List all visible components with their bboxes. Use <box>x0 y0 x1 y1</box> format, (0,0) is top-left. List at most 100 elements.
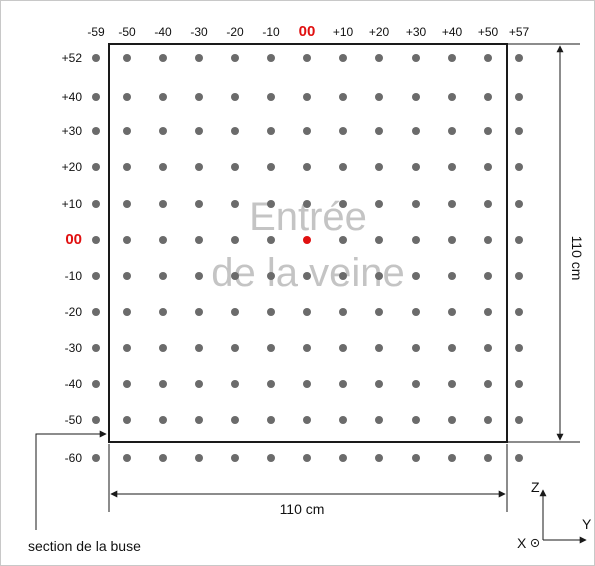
grid-point <box>515 93 523 101</box>
grid-point <box>159 236 167 244</box>
grid-point <box>515 54 523 62</box>
grid-point <box>412 272 420 280</box>
grid-point <box>303 127 311 135</box>
grid-point <box>412 200 420 208</box>
grid-point <box>339 54 347 62</box>
grid-point <box>448 93 456 101</box>
grid-point <box>484 344 492 352</box>
x-axis-label: X <box>517 535 527 551</box>
grid-point <box>92 54 100 62</box>
grid-point <box>159 272 167 280</box>
grid-point <box>195 54 203 62</box>
grid-point <box>448 127 456 135</box>
grid-point <box>412 93 420 101</box>
grid-point <box>375 93 383 101</box>
grid-point <box>303 200 311 208</box>
grid-point <box>375 380 383 388</box>
grid-point <box>231 272 239 280</box>
grid-point <box>339 344 347 352</box>
grid-point <box>484 127 492 135</box>
grid-point <box>92 344 100 352</box>
grid-point <box>123 163 131 171</box>
grid-point <box>484 236 492 244</box>
grid-point <box>195 236 203 244</box>
grid-point <box>195 127 203 135</box>
grid-point <box>267 416 275 424</box>
grid-point <box>92 200 100 208</box>
grid-point <box>159 163 167 171</box>
grid-point <box>92 454 100 462</box>
grid-point <box>123 272 131 280</box>
grid-point <box>267 54 275 62</box>
grid-point <box>515 127 523 135</box>
grid-point <box>195 308 203 316</box>
grid-point <box>303 380 311 388</box>
grid-point <box>484 308 492 316</box>
column-label: -50 <box>118 25 136 39</box>
grid-point <box>375 200 383 208</box>
grid-point <box>123 416 131 424</box>
column-label: +57 <box>509 25 530 39</box>
grid-point <box>92 308 100 316</box>
grid-point <box>375 344 383 352</box>
column-label: 00 <box>299 23 316 40</box>
grid-point <box>231 454 239 462</box>
grid-point <box>339 200 347 208</box>
grid-point <box>123 127 131 135</box>
grid-point <box>159 416 167 424</box>
grid-point <box>267 163 275 171</box>
nozzle-leader-line <box>35 430 107 530</box>
grid-point <box>339 272 347 280</box>
grid-point <box>303 308 311 316</box>
row-labels: +52 +40 +30 +20 +10 00 -10 -20 -30 -40 -50 -60 <box>62 51 83 465</box>
grid-point <box>484 416 492 424</box>
grid-point <box>448 236 456 244</box>
grid-point <box>195 163 203 171</box>
grid-point <box>267 308 275 316</box>
grid-point <box>267 93 275 101</box>
grid-point <box>303 344 311 352</box>
grid-point <box>92 127 100 135</box>
grid-point <box>123 380 131 388</box>
grid-point <box>448 454 456 462</box>
grid-point <box>303 163 311 171</box>
row-label: -10 <box>65 269 83 283</box>
grid-point <box>267 272 275 280</box>
grid-point <box>412 236 420 244</box>
grid-point <box>339 127 347 135</box>
nozzle-section-outline <box>108 43 508 443</box>
grid-point <box>267 344 275 352</box>
grid-point <box>231 93 239 101</box>
grid-point <box>339 416 347 424</box>
grid-point <box>267 200 275 208</box>
grid-point <box>339 163 347 171</box>
grid-point <box>231 127 239 135</box>
grid-point <box>92 93 100 101</box>
grid-point <box>412 380 420 388</box>
row-label: -40 <box>65 377 83 391</box>
grid-point <box>159 93 167 101</box>
x-axis-out-of-plane-icon <box>530 538 540 548</box>
grid-point <box>448 416 456 424</box>
grid-point <box>448 308 456 316</box>
grid-point <box>484 380 492 388</box>
axes-indicator: Z Y X <box>517 479 592 551</box>
grid-point <box>159 380 167 388</box>
grid-point <box>195 454 203 462</box>
grid-point <box>123 54 131 62</box>
grid-point <box>339 93 347 101</box>
grid-point <box>303 272 311 280</box>
grid-point <box>375 272 383 280</box>
grid-point <box>515 380 523 388</box>
grid-point <box>515 308 523 316</box>
column-label: +50 <box>478 25 499 39</box>
grid-point <box>159 454 167 462</box>
grid-point <box>448 200 456 208</box>
grid-point <box>412 416 420 424</box>
grid-point <box>123 200 131 208</box>
grid-point <box>195 380 203 388</box>
grid-point <box>448 380 456 388</box>
grid-point <box>123 93 131 101</box>
grid-point <box>303 54 311 62</box>
grid-point <box>303 93 311 101</box>
